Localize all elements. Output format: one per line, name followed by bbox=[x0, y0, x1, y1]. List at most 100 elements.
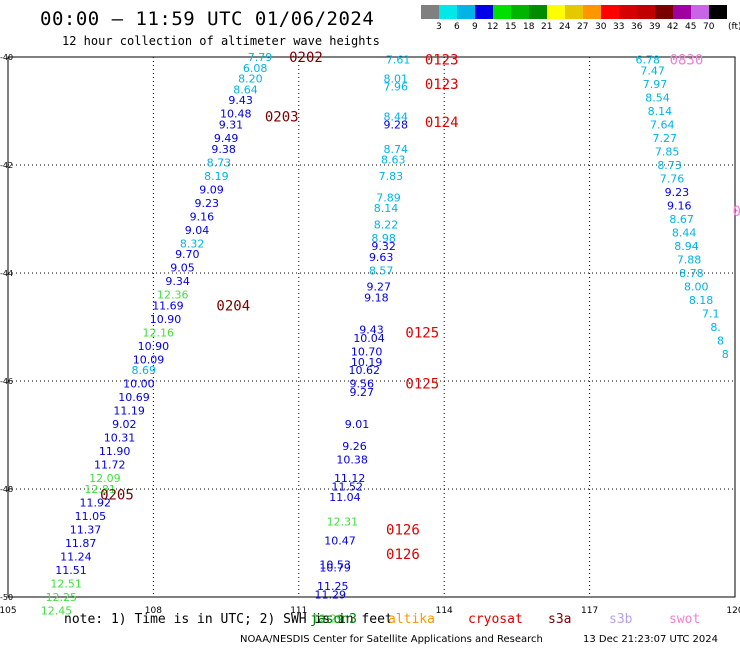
pass-time-label: 0126 bbox=[386, 547, 420, 563]
color-swatch bbox=[529, 5, 547, 19]
lat-tick-label: -42 bbox=[0, 161, 13, 170]
swh-value: 9.05 bbox=[170, 262, 195, 275]
pass-time-label: 0205 bbox=[100, 487, 134, 503]
pass-time-label: 0830 bbox=[670, 53, 704, 69]
pass-time-label: 0204 bbox=[216, 298, 250, 314]
swh-value: 9.23 bbox=[194, 197, 219, 210]
lat-tick-label: -50 bbox=[0, 593, 13, 602]
mission-legend-item: cryosat bbox=[468, 612, 523, 627]
lat-tick-label: -44 bbox=[0, 269, 13, 278]
swh-value: 9.18 bbox=[364, 291, 389, 304]
swh-value: 7.89 bbox=[376, 191, 401, 204]
swh-value: 9.70 bbox=[175, 248, 200, 261]
swh-value: 11.19 bbox=[113, 405, 145, 418]
swh-value: 12.31 bbox=[327, 515, 359, 528]
swh-value: 8.20 bbox=[238, 73, 263, 86]
swh-value: 10.79 bbox=[319, 561, 351, 574]
swh-value: 8.00 bbox=[684, 281, 709, 294]
map-frame bbox=[7, 56, 736, 598]
color-scale-tick: 6 bbox=[454, 22, 460, 32]
swh-value: 9.32 bbox=[371, 240, 396, 253]
swh-value: 9.34 bbox=[165, 275, 190, 288]
swh-value: 11.52 bbox=[332, 480, 364, 493]
swh-value: 6.78 bbox=[636, 54, 661, 67]
color-swatch bbox=[511, 5, 529, 19]
pass-time-label: 0123 bbox=[425, 77, 459, 93]
swh-value: 9.04 bbox=[185, 224, 210, 237]
mission-legend-item: swot bbox=[669, 612, 701, 627]
swh-value: 7.1 bbox=[702, 308, 720, 321]
footnote: note: 1) Time is in UTC; 2) SWH is in fe… bbox=[64, 612, 393, 627]
swh-value: 8.73 bbox=[207, 156, 232, 169]
lat-tick-label: -48 bbox=[0, 485, 13, 494]
color-scale-tick: 30 bbox=[595, 22, 607, 32]
swh-value: 9.43 bbox=[228, 94, 253, 107]
swh-value: 7.27 bbox=[652, 132, 677, 145]
swh-value: 8.19 bbox=[204, 170, 229, 183]
pass-time-label: 0125 bbox=[405, 377, 439, 393]
swh-value: 9.27 bbox=[350, 386, 375, 399]
swh-value: 9.28 bbox=[383, 119, 408, 132]
pass-time-label: 0202 bbox=[289, 50, 323, 66]
swh-value: 8.22 bbox=[374, 218, 399, 231]
swh-value: 11.04 bbox=[329, 491, 361, 504]
color-swatch bbox=[709, 5, 727, 19]
color-swatch bbox=[691, 5, 709, 19]
color-swatch bbox=[601, 5, 619, 19]
swh-value: 8 bbox=[717, 335, 724, 348]
lon-tick-label: 111 bbox=[290, 606, 307, 616]
swh-value: 10.53 bbox=[319, 559, 351, 572]
swh-value: 11.90 bbox=[99, 445, 131, 458]
color-swatch bbox=[421, 5, 439, 19]
color-scale-tick: 18 bbox=[523, 22, 535, 32]
swh-value: 11.72 bbox=[94, 459, 126, 472]
swh-value: 7.85 bbox=[655, 146, 680, 159]
swh-value: 12.29 bbox=[312, 613, 344, 626]
credit-line: NOAA/NESDIS Center for Satellite Applica… bbox=[240, 634, 543, 645]
swh-value: 8. bbox=[710, 321, 721, 334]
swh-value: 8.14 bbox=[648, 105, 673, 118]
lat-tick-label: -46 bbox=[0, 377, 13, 386]
swh-value: 12.25 bbox=[46, 591, 78, 604]
swh-value: 9.31 bbox=[219, 119, 244, 132]
swh-value: 7.61 bbox=[386, 54, 411, 67]
swh-value: 12.09 bbox=[89, 472, 121, 485]
swh-value: 8.32 bbox=[180, 237, 205, 250]
swh-value: 8.57 bbox=[369, 264, 394, 277]
swh-value: 7.79 bbox=[248, 51, 273, 64]
swh-value: 8.63 bbox=[381, 154, 406, 167]
swh-value: 9.49 bbox=[214, 132, 239, 145]
lon-tick-label: 117 bbox=[581, 606, 598, 616]
swh-value: 11.29 bbox=[315, 588, 347, 601]
swh-value: 10.09 bbox=[133, 353, 165, 366]
color-scale-tick: 33 bbox=[613, 22, 625, 32]
color-scale-tick: 36 bbox=[631, 22, 643, 32]
mission-legend-item: altika bbox=[388, 612, 435, 627]
generated-timestamp: 13 Dec 21:23:07 UTC 2024 bbox=[583, 634, 718, 645]
swh-value: 8.18 bbox=[689, 294, 714, 307]
swh-value: 11.25 bbox=[317, 580, 349, 593]
swh-value: 8.73 bbox=[657, 159, 682, 172]
lon-tick-label: 108 bbox=[145, 606, 162, 616]
page-title: 00:00 — 11:59 UTC 01/06/2024 bbox=[40, 8, 375, 30]
swh-value: 7.83 bbox=[379, 170, 404, 183]
lon-tick-label: 114 bbox=[436, 606, 453, 616]
color-scale-tick: 42 bbox=[667, 22, 679, 32]
color-swatch bbox=[547, 5, 565, 19]
swh-value: 11.87 bbox=[65, 537, 97, 550]
swh-value: 9.16 bbox=[190, 210, 215, 223]
swh-value: 6.08 bbox=[243, 62, 268, 75]
swh-value: 12.16 bbox=[142, 326, 174, 339]
color-scale-tick: 21 bbox=[541, 22, 553, 32]
swh-value: 10.31 bbox=[104, 432, 136, 445]
color-scale-tick: 27 bbox=[577, 22, 589, 32]
pass-time-label: 0126 bbox=[386, 523, 420, 539]
color-swatch bbox=[439, 5, 457, 19]
swh-value: 9.27 bbox=[367, 281, 392, 294]
swh-value: 8.54 bbox=[645, 92, 670, 105]
swh-value: 7.97 bbox=[643, 78, 668, 91]
swh-value: 10.90 bbox=[150, 313, 182, 326]
swh-value: 10.48 bbox=[220, 108, 252, 121]
swh-value: 8.44 bbox=[383, 110, 408, 123]
